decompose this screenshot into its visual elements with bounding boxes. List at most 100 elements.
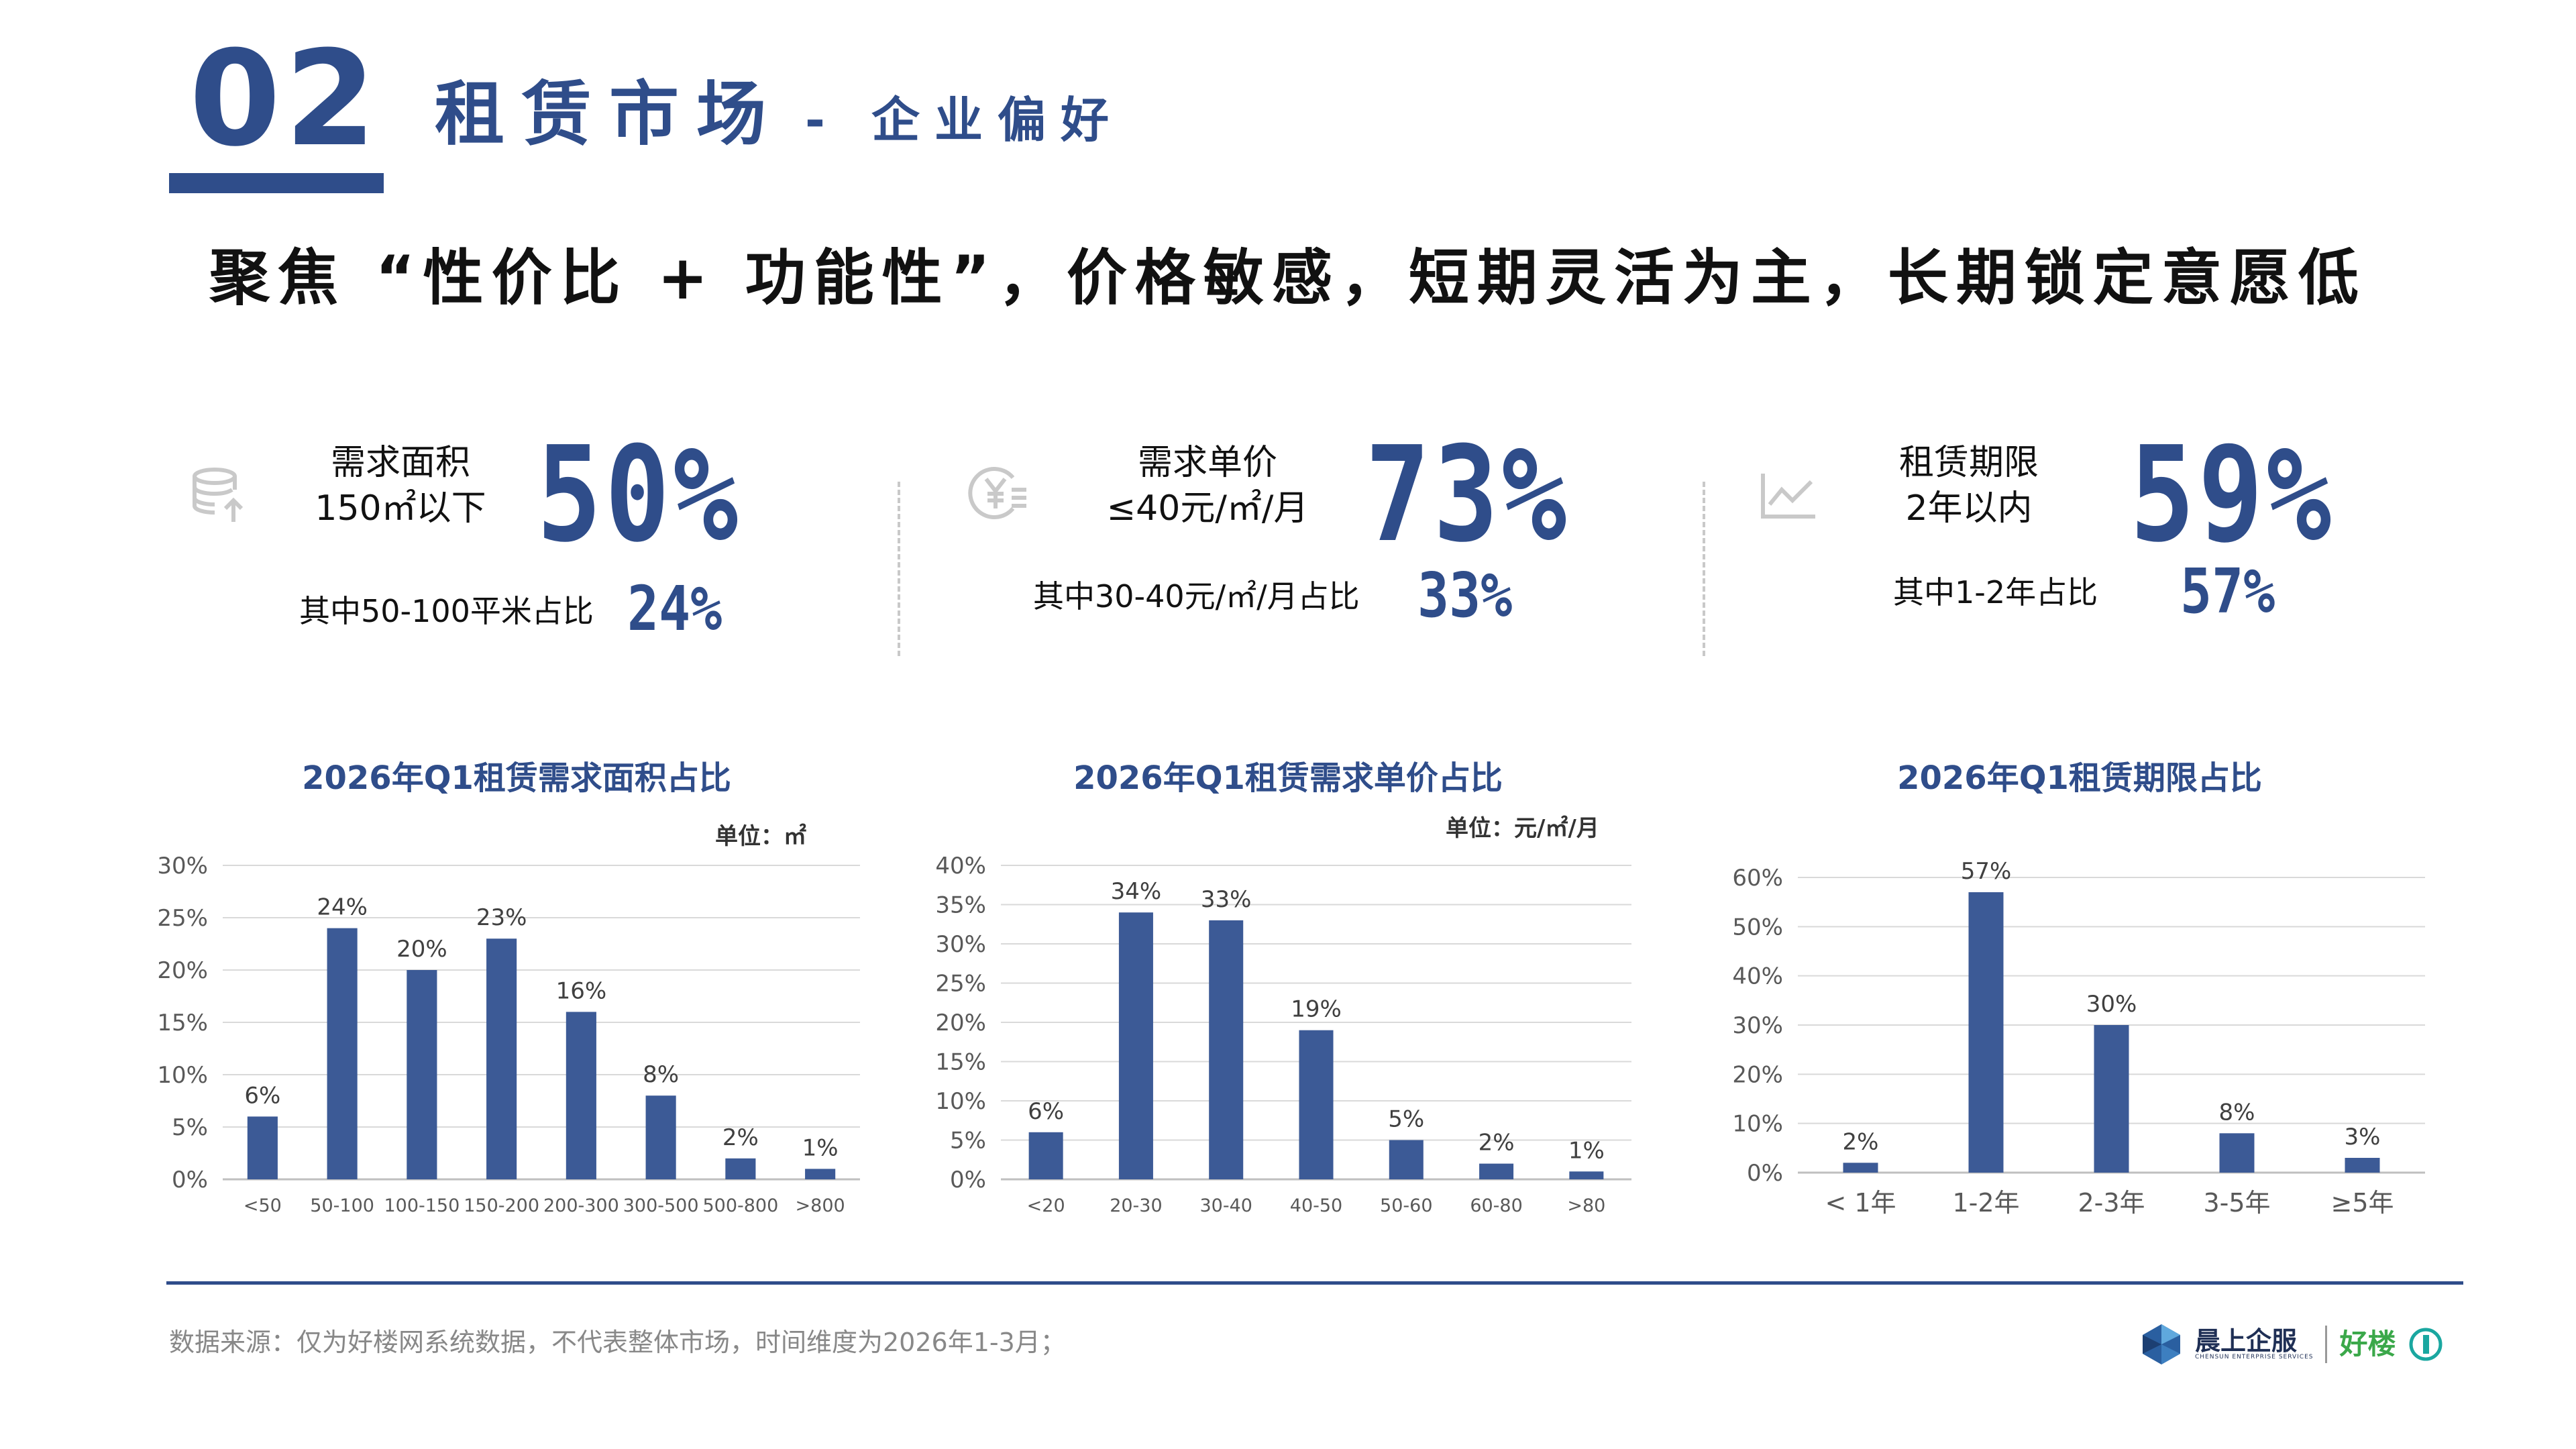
- y-tick-label: 15%: [157, 1010, 208, 1036]
- bar: [247, 1116, 278, 1179]
- data-label: 20%: [396, 936, 447, 963]
- data-label: 8%: [2219, 1099, 2255, 1126]
- stat-divider-2: [1703, 482, 1705, 656]
- stat-1-icon-wrap: [189, 464, 250, 527]
- data-source-note: 数据来源：仅为好楼网系统数据，不代表整体市场，时间维度为2026年1-3月；: [169, 1328, 1066, 1357]
- stat-2-sub-value: 33%: [1417, 559, 1513, 631]
- y-tick-label: 20%: [935, 1010, 986, 1036]
- headline: 聚焦 “性价比 + 功能性”，价格敏感，短期灵活为主，长期锁定意愿低: [209, 243, 2367, 313]
- chart-2-title: 2026年Q1租赁需求单价占比: [1073, 759, 1503, 797]
- bar: [1968, 892, 2004, 1173]
- x-tick-label: 200-300: [543, 1195, 619, 1216]
- stat-2-label-line2: ≤40元/㎡/月: [1106, 488, 1309, 529]
- chart-3-title: 2026年Q1租赁期限占比: [1897, 759, 2262, 797]
- bar: [645, 1095, 676, 1179]
- bar: [1843, 1163, 1878, 1173]
- section-title: 租赁市场: [435, 73, 784, 155]
- chart-1-area-distribution: 0% 5% 10% 15% 20% 25% 30% 6% <50 24% 50-100 20% 100-…: [157, 853, 860, 1216]
- bar: [1569, 1171, 1604, 1179]
- y-tick-label: 30%: [935, 931, 986, 958]
- bar: [327, 928, 358, 1179]
- data-label: 2%: [1843, 1128, 1879, 1155]
- data-label: 23%: [476, 904, 527, 931]
- x-tick-label: <50: [244, 1195, 282, 1216]
- bar: [1389, 1140, 1424, 1179]
- y-tick-label: 30%: [157, 853, 208, 879]
- y-tick-label: 25%: [935, 971, 986, 998]
- stat-1-value: 50%: [537, 419, 742, 572]
- y-tick-label: 20%: [157, 957, 208, 984]
- x-tick-label: 100-150: [384, 1195, 460, 1216]
- section-subtitle: - 企业偏好: [805, 92, 1124, 148]
- data-label: 1%: [802, 1134, 839, 1161]
- chenshang-logo-icon: [2143, 1324, 2180, 1364]
- x-tick-label: 60-80: [1470, 1195, 1522, 1216]
- stat-3-label-line2: 2年以内: [1905, 488, 2033, 529]
- y-tick-label: 20%: [1732, 1061, 1783, 1088]
- stat-1-label: 需求面积 150㎡以下: [297, 440, 504, 531]
- y-tick-label: 0%: [950, 1167, 986, 1193]
- y-tick-label: 40%: [935, 853, 986, 879]
- bar: [1118, 912, 1153, 1179]
- stat-1-sub-value: 24%: [627, 573, 722, 645]
- bar: [1479, 1163, 1514, 1179]
- data-label: 5%: [1388, 1106, 1424, 1133]
- stat-3-label-line1: 租赁期限: [1898, 443, 2039, 483]
- chart-3-term-distribution: 0% 10% 20% 30% 40% 50% 60% 2% < 1年 57% 1-2年 30% 2-3年…: [1732, 858, 2425, 1218]
- x-tick-label: 3-5年: [2203, 1188, 2270, 1218]
- data-label: 19%: [1291, 996, 1342, 1023]
- x-tick-label: 150-200: [464, 1195, 539, 1216]
- chenshang-logo-text: 晨上企服 CHENSUN ENTERPRISE SERVICES: [2195, 1328, 2313, 1360]
- footer-divider: [166, 1281, 2463, 1285]
- bar: [1209, 920, 1244, 1179]
- data-label: 24%: [317, 894, 368, 921]
- y-tick-label: 35%: [935, 892, 986, 919]
- haolou-logo-text: 好楼: [2339, 1328, 2396, 1360]
- x-tick-label: 500-800: [702, 1195, 778, 1216]
- data-label: 57%: [1961, 858, 2012, 885]
- data-label: 16%: [556, 977, 607, 1004]
- chart-1-unit: 单位：㎡: [715, 823, 806, 850]
- y-tick-label: 15%: [935, 1049, 986, 1076]
- x-tick-label: <20: [1027, 1195, 1065, 1216]
- stat-1-label-line2: 150㎡以下: [315, 488, 486, 529]
- bar: [566, 1012, 596, 1179]
- logo-cn: 晨上企服: [2195, 1326, 2298, 1356]
- bar: [486, 938, 517, 1179]
- y-tick-label: 40%: [1732, 963, 1783, 990]
- logo-en: CHENSUN ENTERPRISE SERVICES: [2195, 1354, 2314, 1360]
- bar: [805, 1169, 836, 1179]
- y-tick-label: 10%: [157, 1062, 208, 1089]
- bar: [2219, 1133, 2255, 1173]
- stat-3-value: 59%: [2130, 419, 2335, 572]
- y-tick-label: 30%: [1732, 1012, 1783, 1039]
- x-tick-label: >800: [796, 1195, 845, 1216]
- yen-coin-icon: [968, 467, 1026, 519]
- stat-2-label-line1: 需求单价: [1137, 443, 1277, 483]
- x-tick-label: 50-100: [310, 1195, 374, 1216]
- y-tick-label: 0%: [1747, 1160, 1783, 1187]
- bar: [2094, 1025, 2129, 1173]
- stat-2-icon-wrap: [967, 463, 1028, 526]
- x-tick-label: 2-3年: [2078, 1188, 2145, 1218]
- chart-2-price-distribution: 0% 5% 10% 15% 20% 25% 30% 35% 40% 6% <20 34% 20-30 33…: [935, 853, 1631, 1216]
- stat-2-value: 73%: [1365, 419, 1570, 572]
- data-label: 2%: [722, 1124, 759, 1151]
- chart-1-title: 2026年Q1租赁需求面积占比: [302, 759, 731, 797]
- stat-2-sub-label: 其中30-40元/㎡/月占比: [1033, 578, 1360, 614]
- x-tick-label: < 1年: [1825, 1188, 1896, 1218]
- x-tick-label: ≥5年: [2330, 1188, 2394, 1218]
- y-tick-label: 5%: [172, 1114, 208, 1141]
- data-label: 3%: [2345, 1124, 2381, 1150]
- data-label: 8%: [643, 1061, 679, 1088]
- section-number: 02: [189, 23, 380, 176]
- data-label: 1%: [1568, 1137, 1605, 1164]
- y-tick-label: 50%: [1732, 914, 1783, 941]
- y-tick-label: 10%: [935, 1088, 986, 1115]
- y-tick-label: 60%: [1732, 865, 1783, 892]
- bar: [1028, 1132, 1063, 1179]
- bar: [1299, 1030, 1334, 1179]
- y-tick-label: 25%: [157, 905, 208, 932]
- stat-3-label: 租赁期限 2年以内: [1862, 440, 2076, 531]
- trend-chart-icon: [1761, 474, 1815, 519]
